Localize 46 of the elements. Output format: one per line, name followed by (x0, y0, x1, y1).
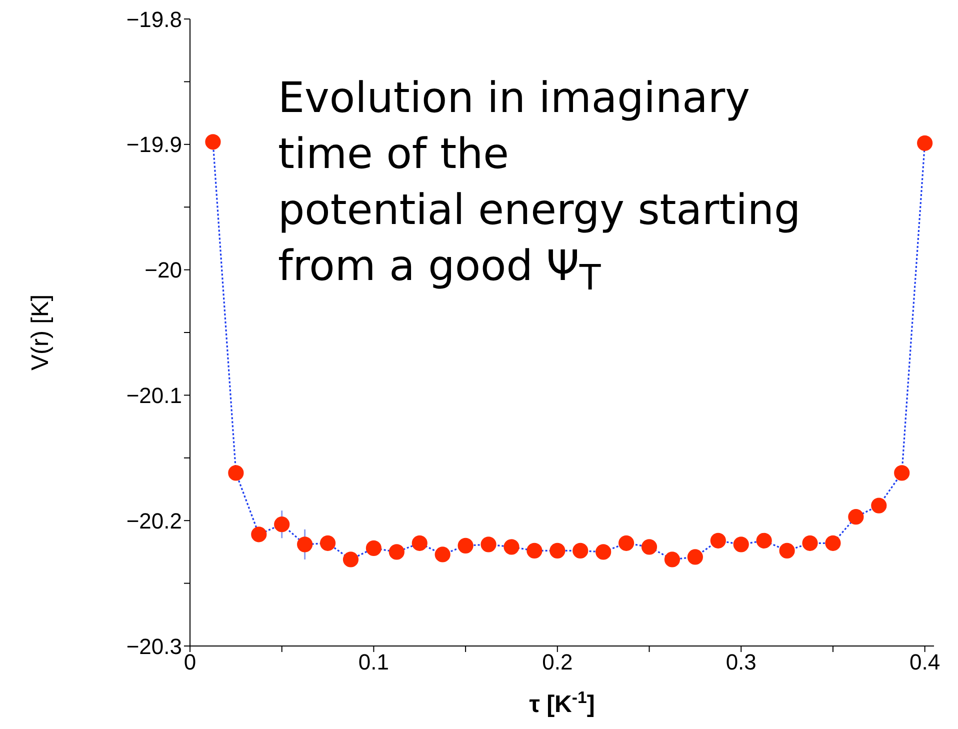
x-tick-label: 0.2 (542, 650, 573, 675)
point (251, 526, 267, 542)
point (228, 465, 244, 481)
y-tick-label: −19.8 (126, 6, 182, 32)
point (366, 540, 382, 556)
point (412, 535, 428, 551)
point (664, 552, 680, 568)
point (504, 539, 520, 555)
point (434, 546, 450, 562)
point (572, 542, 588, 558)
point (802, 535, 818, 551)
point (733, 536, 749, 552)
y-axis-title: V(r) [K] (27, 294, 54, 370)
point (388, 544, 404, 560)
point (205, 134, 221, 150)
x-tick-label: 0.3 (726, 650, 756, 675)
y-tick-label: −20.1 (126, 383, 182, 408)
point (917, 135, 933, 151)
point (480, 536, 496, 552)
point (825, 535, 841, 551)
note-text: Evolution in imaginary time of the potential energy starting from a good Ψ$_{T}$ (278, 72, 801, 300)
point (641, 539, 658, 555)
point (618, 535, 634, 551)
y-tick-label: −19.9 (126, 132, 182, 158)
point (342, 552, 359, 568)
x-tick-label: 0 (184, 650, 196, 675)
point (550, 542, 566, 558)
point (596, 544, 612, 560)
point (894, 465, 910, 481)
point (320, 535, 336, 551)
point (710, 532, 726, 548)
x-tick-label: 0.1 (358, 650, 389, 675)
point (526, 542, 542, 558)
x-axis-title: τ [K$^{-1}$] (529, 688, 595, 718)
point (848, 509, 864, 525)
y-tick-label: −20.3 (126, 634, 182, 659)
point (871, 498, 887, 514)
point (779, 542, 795, 558)
x-tick-label: 0.4 (910, 650, 940, 675)
point (687, 549, 703, 565)
point (756, 532, 772, 548)
y-tick-label: −20.2 (126, 508, 182, 534)
point (274, 516, 290, 532)
point (458, 538, 474, 554)
y-tick-label: −20 (144, 258, 182, 283)
point (297, 536, 313, 552)
